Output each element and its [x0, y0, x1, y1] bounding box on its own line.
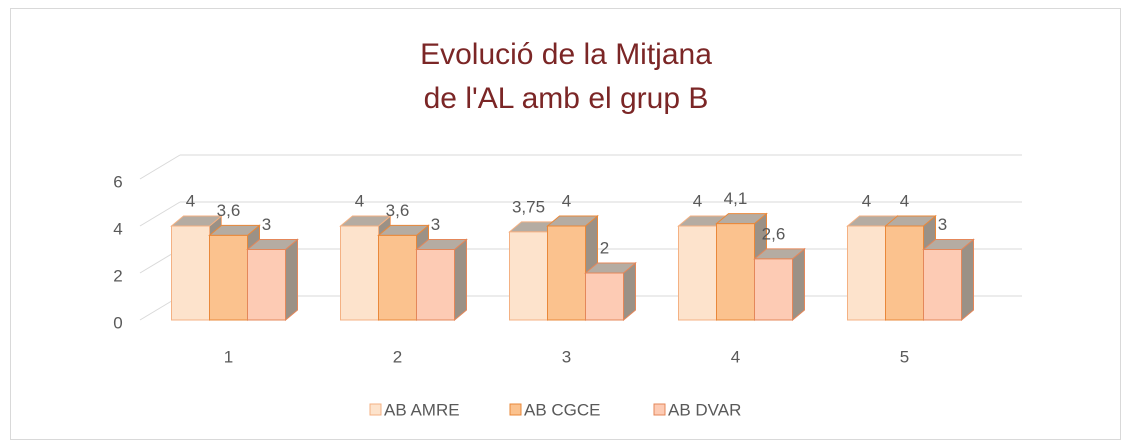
bar [416, 249, 455, 321]
value-label: 3 [262, 215, 271, 234]
x-tick-label: 3 [562, 347, 571, 366]
legend-label: AB AMRE [384, 400, 460, 419]
value-label: 3,6 [217, 201, 241, 220]
bar [509, 231, 548, 321]
grid-line [139, 201, 181, 227]
bar-side [961, 238, 974, 322]
value-label: 4 [900, 191, 909, 210]
bar [547, 225, 586, 321]
value-label: 4,1 [724, 189, 748, 208]
bar [378, 234, 417, 321]
bar [171, 225, 210, 321]
legend-swatch [369, 403, 382, 416]
legend-label: AB DVAR [668, 400, 741, 419]
x-tick-label: 4 [731, 347, 740, 366]
x-tick-label: 5 [900, 347, 909, 366]
y-tick-label: 6 [113, 172, 122, 191]
x-tick-label: 2 [393, 347, 402, 366]
value-label: 4 [693, 191, 702, 210]
bar-side [454, 238, 467, 322]
y-tick-label: 2 [113, 266, 122, 285]
bar [678, 225, 717, 321]
bar [847, 225, 886, 321]
bar [209, 234, 248, 321]
legend-swatch [509, 403, 522, 416]
legend-swatch [653, 403, 666, 416]
bar [885, 225, 924, 321]
bar [340, 225, 379, 321]
value-label: 4 [862, 191, 871, 210]
value-label: 4 [186, 191, 195, 210]
y-tick-label: 0 [113, 313, 122, 332]
bar-side [285, 238, 298, 322]
y-tick-label: 4 [113, 219, 122, 238]
chart-title: Evolució de la Mitjana [420, 38, 712, 71]
value-label: 4 [562, 191, 571, 210]
value-label: 3,75 [512, 197, 545, 216]
bar [716, 223, 755, 321]
value-label: 2 [600, 238, 609, 257]
bar [754, 258, 793, 321]
legend-label: AB CGCE [524, 400, 601, 419]
bar [923, 249, 962, 321]
value-label: 3,6 [386, 201, 410, 220]
chart-title: de l'AL amb el grup B [424, 82, 709, 115]
bar [585, 272, 624, 321]
x-tick-label: 1 [224, 347, 233, 366]
bar [247, 249, 286, 321]
value-label: 3 [431, 215, 440, 234]
value-label: 2,6 [762, 224, 786, 243]
bar-side [792, 247, 805, 322]
value-label: 3 [938, 215, 947, 234]
grid-line [139, 154, 181, 180]
value-label: 4 [355, 191, 364, 210]
